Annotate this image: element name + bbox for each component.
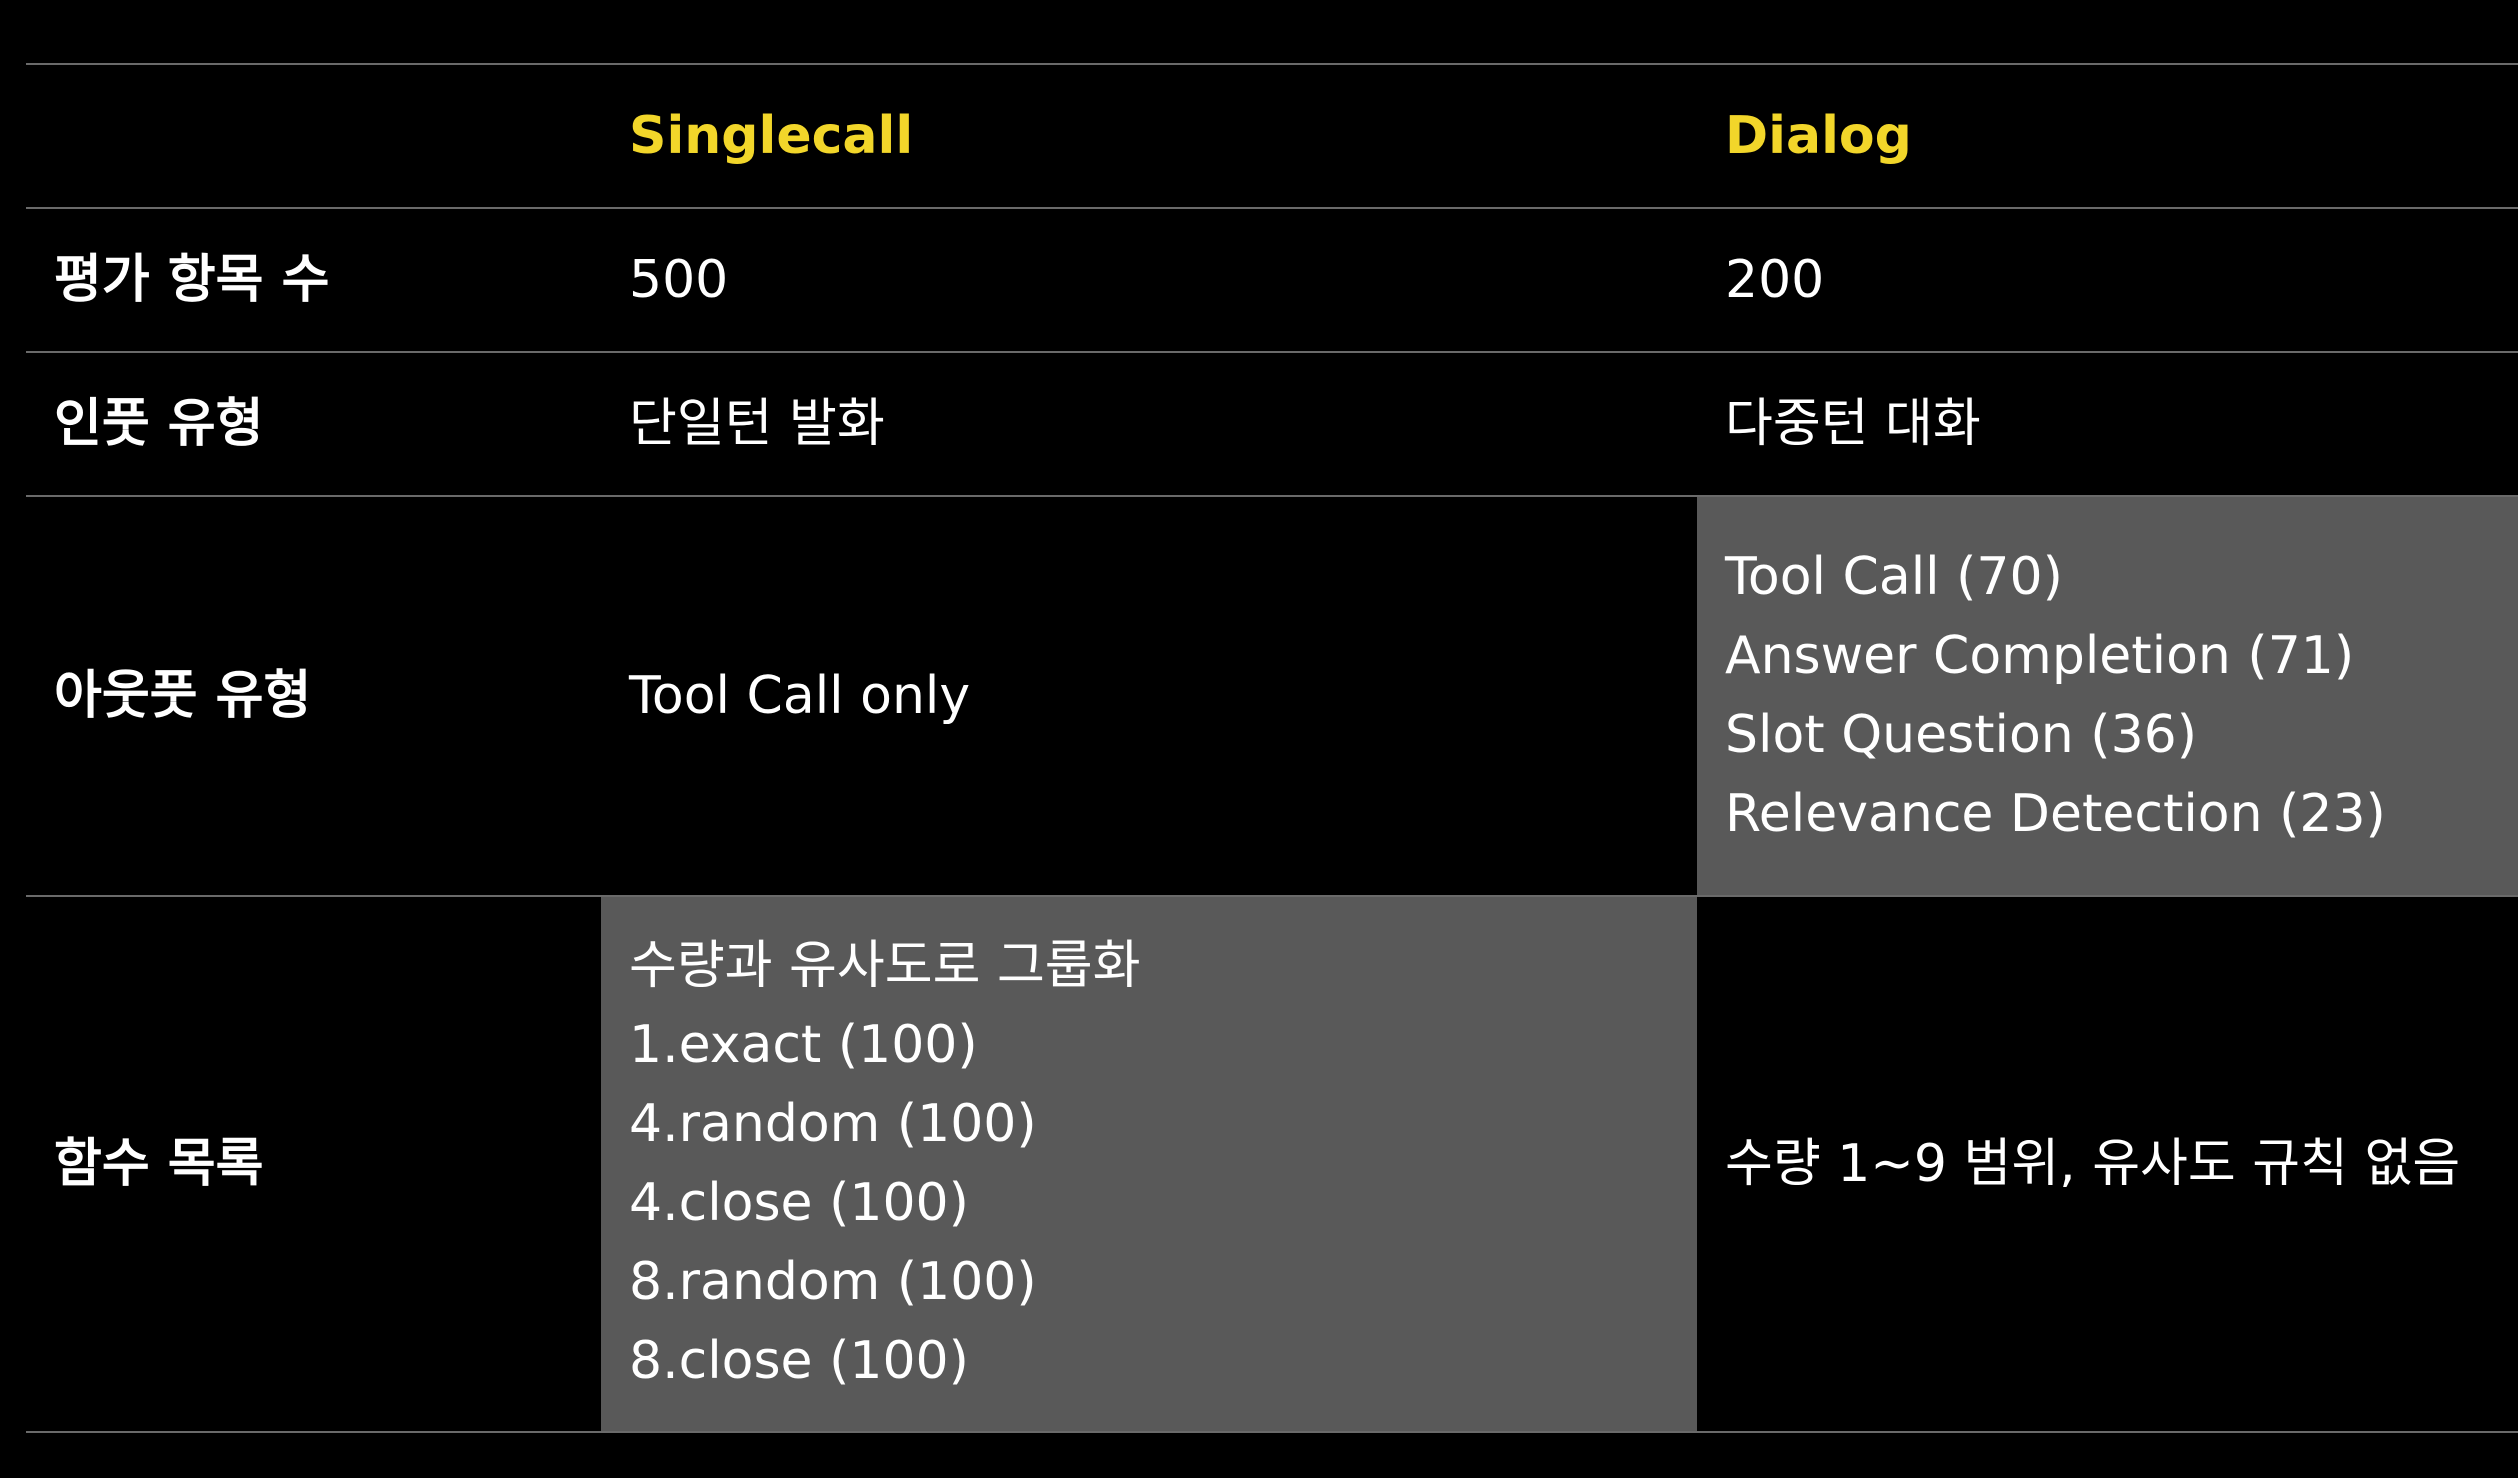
- singlecall-input-type: 단일턴 발화: [629, 393, 885, 454]
- table-header-row: Singlecall Dialog: [26, 65, 2518, 209]
- singlecall-function-list: 수량과 유사도로 그룹화 1.exact (100) 4.random (100…: [601, 897, 1697, 1431]
- row-label-function-list: 함수 목록: [54, 1133, 264, 1194]
- row-label-input-type: 인풋 유형: [54, 393, 264, 454]
- dialog-count-value: 200: [1725, 249, 1825, 310]
- table-row-input-type: 인풋 유형 단일턴 발화 다중턴 대화: [26, 353, 2518, 497]
- dialog-input-type: 다중턴 대화: [1725, 393, 1981, 454]
- singlecall-function-item: 8.random (100): [629, 1252, 1037, 1312]
- dialog-output-item: Relevance Detection (23): [1725, 784, 2386, 844]
- dialog-function-list: 수량 1~9 범위, 유사도 규칙 없음: [1725, 1133, 2461, 1194]
- row-label-output-type: 아웃풋 유형: [54, 665, 312, 726]
- dialog-output-item: Slot Question (36): [1725, 705, 2198, 765]
- singlecall-function-item: 1.exact (100): [629, 1015, 978, 1075]
- singlecall-function-item: 8.close (100): [629, 1331, 969, 1391]
- table-row-count: 평가 항목 수 500 200: [26, 209, 2518, 353]
- dialog-output-type-list: Tool Call (70) Answer Completion (71) Sl…: [1697, 497, 2518, 895]
- header-empty-cell: [26, 65, 601, 207]
- table-row-function-list: 함수 목록 수량과 유사도로 그룹화 1.exact (100) 4.rando…: [26, 897, 2518, 1433]
- singlecall-count-value: 500: [629, 249, 729, 310]
- singlecall-output-type: Tool Call only: [629, 665, 971, 726]
- dialog-output-item: Answer Completion (71): [1725, 626, 2355, 686]
- dialog-output-item: Tool Call (70): [1725, 547, 2063, 607]
- header-singlecall: Singlecall: [629, 105, 914, 166]
- row-label-count: 평가 항목 수: [54, 249, 330, 310]
- singlecall-function-item: 4.close (100): [629, 1173, 969, 1233]
- comparison-table: Singlecall Dialog 평가 항목 수 500 200 인풋 유형 …: [26, 63, 2518, 1433]
- table-row-output-type: 아웃풋 유형 Tool Call only Tool Call (70) Ans…: [26, 497, 2518, 897]
- singlecall-function-item: 수량과 유사도로 그룹화: [629, 936, 1141, 996]
- header-dialog: Dialog: [1725, 105, 1912, 166]
- singlecall-function-item: 4.random (100): [629, 1094, 1037, 1154]
